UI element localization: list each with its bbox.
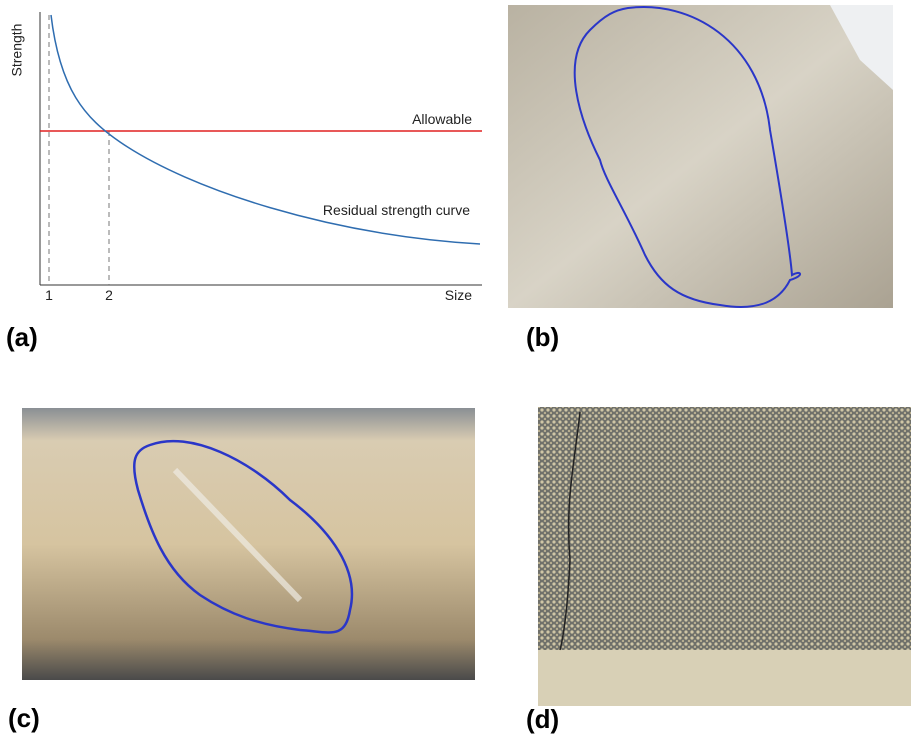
damage-outline — [133, 439, 354, 634]
crack — [172, 467, 303, 603]
panel-d: (d) — [526, 407, 911, 734]
panel-label: (d) — [526, 704, 559, 734]
panel-b: (b) — [508, 5, 893, 352]
panel-a: Strength 1 2 Size Allowable Residual str… — [6, 12, 482, 352]
panel-label: (a) — [6, 322, 38, 352]
crack — [559, 411, 581, 651]
line-label: Residual strength curve — [323, 202, 470, 218]
line-label: Allowable — [412, 111, 472, 127]
y-label: Strength — [9, 24, 25, 77]
damage-outline — [573, 6, 801, 309]
panel-c: (c) — [8, 408, 475, 733]
panel-label: (b) — [526, 322, 559, 352]
panel-label: (c) — [8, 703, 40, 733]
photo — [508, 5, 893, 308]
x-tick-label: 1 — [45, 287, 53, 303]
x-label: Size — [445, 287, 472, 303]
x-tick-label: 2 — [105, 287, 113, 303]
residual-curve — [50, 14, 481, 245]
photo-background — [830, 5, 893, 90]
photo-layer — [538, 650, 911, 706]
